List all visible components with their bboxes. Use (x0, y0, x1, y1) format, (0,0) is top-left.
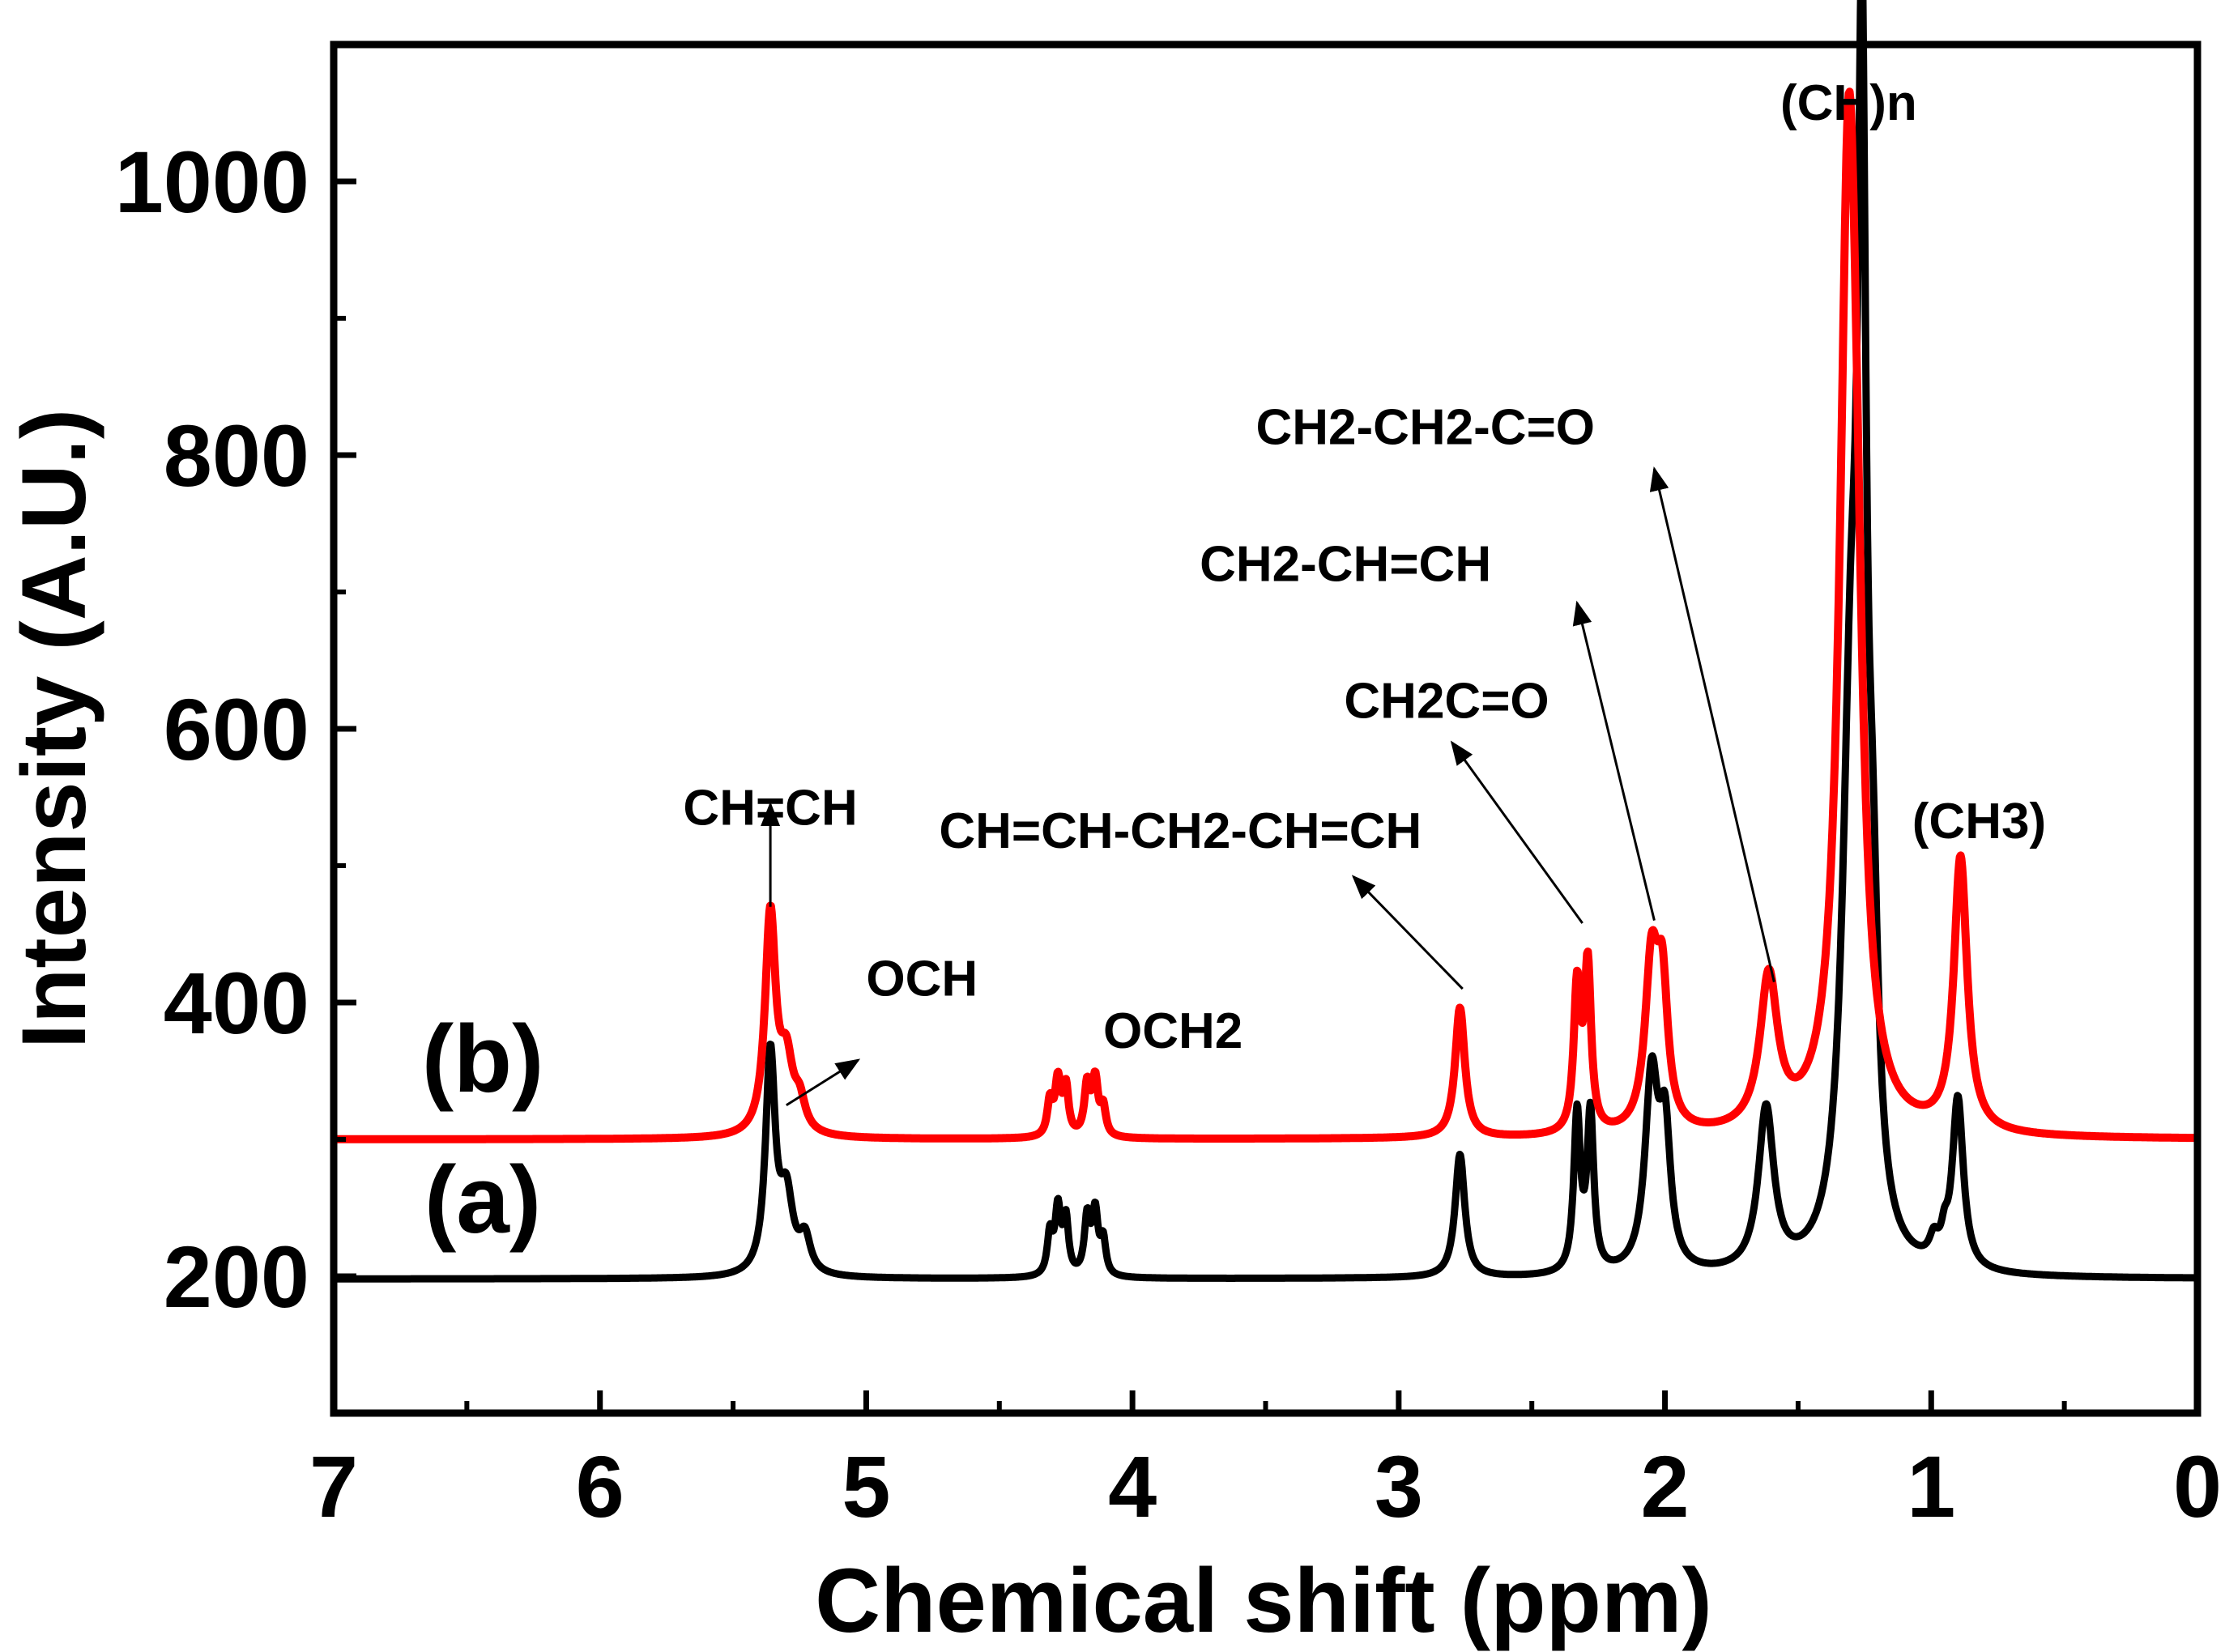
axis-ticks: 7 6 5 4 3 2 1 0 200 400 600 800 1000 (115, 42, 2222, 1535)
annotation-ch-ch-ch2-ch-ch: CH=CH-CH2-CH=CH (939, 803, 1422, 859)
arrow-och (786, 1058, 861, 1107)
x-tick-label: 2 (1641, 1437, 1690, 1535)
series-label-b: (b) (422, 1006, 544, 1113)
y-tick-label: 1000 (115, 133, 309, 231)
annotation-ch3: (CH3) (1912, 794, 2046, 849)
x-tick-label: 5 (842, 1437, 890, 1535)
series-label-a: (a) (424, 1147, 541, 1254)
peak-annotations: CH=CHOCHOCH2CH=CH-CH2-CH=CHCH2C=OCH2-CH=… (422, 75, 2046, 1254)
annotation-chn: (CH)n (1780, 75, 1917, 131)
arrow-ch-ch-ch2-ch-ch (1351, 875, 1464, 990)
x-tick-label: 4 (1108, 1437, 1157, 1535)
spectra-lines (330, 0, 2201, 1283)
arrow-ch2c-o (1450, 740, 1584, 924)
x-axis-title: Chemical shift (ppm) (815, 1550, 1712, 1651)
annotation-ch2-ch2-c-o: CH2-CH2-C=O (1255, 399, 1595, 455)
x-tick-label: 3 (1375, 1437, 1423, 1535)
arrow-ch2-ch2-c-o (1649, 466, 1775, 982)
x-tick-label: 0 (2173, 1437, 2222, 1535)
y-axis-title: Intensity (A.U.) (3, 409, 104, 1049)
y-tick-label: 600 (164, 680, 309, 778)
annotation-och2: OCH2 (1103, 1003, 1243, 1059)
annotation-ch2c-o: CH2C=O (1344, 673, 1549, 729)
annotation-ch2-ch-ch: CH2-CH=CH (1200, 536, 1491, 592)
arrow-ch2-ch-ch (1572, 600, 1656, 921)
x-tick-label: 6 (576, 1437, 624, 1535)
plot-frame (330, 40, 2202, 1417)
y-tick-label: 400 (164, 954, 309, 1052)
x-tick-label: 1 (1907, 1437, 1955, 1535)
series-line-b (330, 87, 2201, 1143)
x-tick-label: 7 (309, 1437, 358, 1535)
series-line-a (330, 0, 2201, 1283)
annotation-och: OCH (866, 952, 978, 1007)
y-tick-label: 800 (164, 407, 309, 505)
y-tick-label: 200 (164, 1228, 309, 1326)
